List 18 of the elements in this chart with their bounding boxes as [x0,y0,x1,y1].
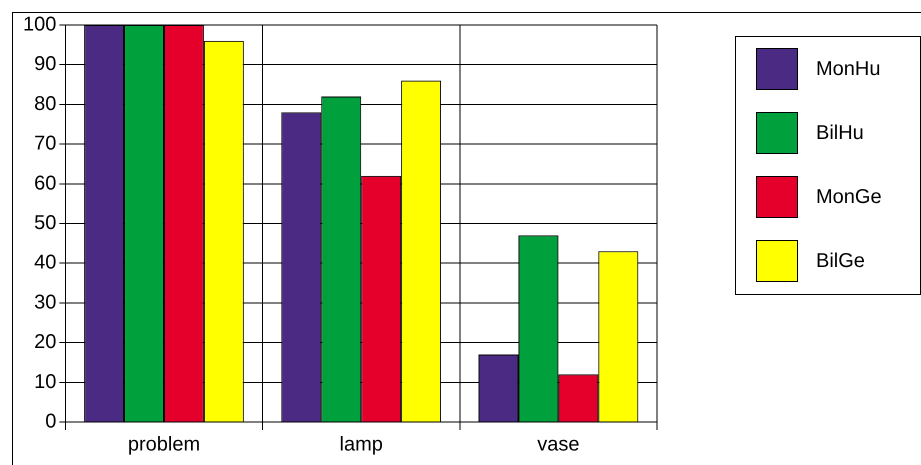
x-tick-label: problem [128,434,200,456]
y-tick-label: 40 [34,252,56,274]
y-tick-label: 60 [34,172,56,194]
y-tick-label: 80 [34,92,56,115]
y-tick-label: 50 [34,212,56,234]
legend-label: BilHu [816,122,864,144]
y-tick-label: 90 [34,53,56,76]
y-tick-label: 30 [34,291,56,314]
y-tick-label: 100 [22,14,56,36]
x-tick-label: lamp [340,434,383,456]
legend-label: BilGe [816,250,865,272]
y-tick-label: 20 [34,331,56,354]
x-tick-label: vase [537,434,580,456]
legend-label: MonGe [816,186,882,208]
legend-label: MonHu [816,58,880,80]
y-tick-label: 0 [45,410,56,433]
y-tick-label: 70 [34,132,56,155]
y-tick-label: 10 [34,370,56,393]
